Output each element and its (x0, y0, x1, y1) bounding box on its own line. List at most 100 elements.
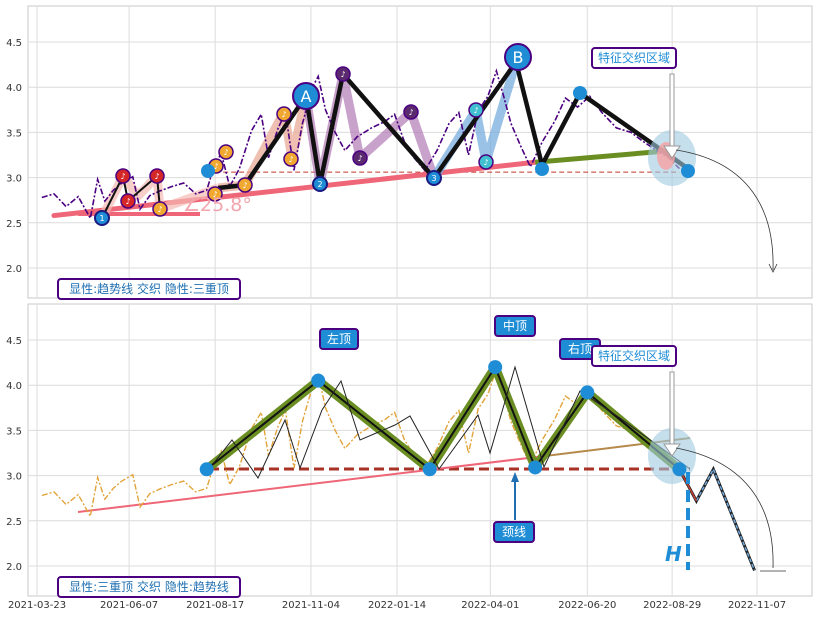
bot-projection-curve (675, 447, 774, 569)
top-note-glyph: ♪ (242, 181, 247, 190)
top-ytick-label: 3.5 (6, 128, 22, 139)
bot-ytick-label: 3.0 (6, 472, 22, 483)
top-ytick-label: 4.0 (6, 83, 22, 94)
top-wave-band (430, 60, 521, 181)
top-note-marker-orange (218, 144, 234, 160)
top-zone-arrow-shaft (669, 73, 675, 147)
bot-left-top-label: 左顶 (327, 331, 351, 346)
bot-ytick-label: 2.5 (6, 517, 22, 528)
top-note-marker-cyan (468, 102, 484, 118)
top-zone-arrow-head (663, 145, 681, 159)
bot-pattern-dot (422, 462, 437, 477)
top-peak-marker (504, 43, 532, 71)
top-wave-number: 3 (431, 174, 436, 183)
top-note-glyph: ♪ (120, 172, 125, 181)
top-pivot-dot (535, 162, 549, 176)
top-note-marker-orange (207, 186, 223, 202)
top-peak-marker (292, 82, 320, 110)
bot-pattern-dot (488, 360, 503, 375)
top-legend-label: 显性:趋势线 交织 隐性:三重顶 (69, 281, 229, 296)
top-ytick-label: 4.5 (6, 38, 22, 49)
top-note-marker-orange (237, 177, 253, 193)
xtick-label: 2022-01-14 (368, 600, 426, 611)
bot-price-line (41, 366, 680, 519)
top-note-glyph: ♪ (154, 172, 159, 181)
bot-pattern-dot (580, 385, 595, 400)
top-trend-line (51, 159, 538, 219)
xtick-label: 2021-03-23 (8, 600, 66, 611)
bot-zone-arrow-head (663, 443, 681, 457)
top-note-glyph: ♪ (288, 155, 293, 164)
top-price-line (41, 68, 680, 221)
xtick-label: 2021-08-17 (186, 600, 244, 611)
xtick-label: 2021-11-04 (282, 600, 340, 611)
top-wave-point (94, 210, 110, 226)
top-wave-point (426, 170, 442, 186)
xtick-label: 2021-06-07 (100, 600, 158, 611)
top-note-glyph: ♪ (408, 108, 413, 117)
bot-zone-arrow-shaft (669, 371, 675, 445)
top-note-marker (120, 193, 136, 209)
top-ytick-label: 2.0 (6, 264, 22, 275)
bot-ytick-label: 3.5 (6, 426, 22, 437)
bot-zone-label: 特征交织区域 (598, 348, 670, 363)
bot-middle-top-label: 中顶 (503, 318, 527, 333)
top-ytick-label: 2.5 (6, 219, 22, 230)
top-projection-arrowhead (768, 263, 778, 273)
top-wave-number: 2 (317, 180, 322, 189)
top-note-marker (115, 168, 131, 184)
top-wave-number: 1 (99, 214, 104, 223)
top-note-glyph: ♪ (213, 162, 218, 171)
top-wave-point (312, 176, 328, 192)
bot-ytick-label: 4.5 (6, 336, 22, 347)
top-note-glyph: ♪ (340, 70, 345, 79)
top-note-marker-cyan (478, 154, 494, 170)
top-note-glyph: ♪ (483, 158, 488, 167)
top-note-glyph: ♪ (473, 106, 478, 115)
top-peak-label: A (301, 87, 312, 106)
xtick-label: 2022-06-20 (558, 600, 616, 611)
top-note-glyph: ♪ (281, 110, 286, 119)
top-note-marker-orange (152, 201, 168, 217)
bot-pattern-dot (311, 373, 326, 388)
top-projection-curve (675, 149, 774, 271)
bot-price-detail (208, 365, 691, 480)
bot-ytick-label: 4.0 (6, 381, 22, 392)
top-pivot-dot (573, 86, 587, 100)
top-legend-box (57, 278, 241, 300)
xtick-label: 2022-11-07 (728, 600, 786, 611)
top-note-glyph: ♪ (125, 197, 130, 206)
top-note-marker-purple (335, 66, 351, 82)
bot-neckline-arrowhead (511, 472, 519, 482)
bot-projection-line (678, 467, 756, 571)
top-note-glyph: ♪ (223, 148, 228, 157)
top-note-marker (149, 168, 165, 184)
top-pivot-dot (681, 164, 695, 178)
bot-left-top-box (319, 328, 359, 350)
top-note-marker-purple (352, 150, 368, 166)
bot-zone-box (591, 345, 677, 367)
bot-trend-line (77, 455, 546, 513)
top-note-glyph: ♪ (357, 154, 362, 163)
top-zone-box (591, 47, 677, 69)
bot-pattern-dot (672, 462, 687, 477)
top-note-marker-orange (283, 151, 299, 167)
bot-right-top-label: 右顶 (568, 341, 592, 356)
top-zone-label: 特征交织区域 (598, 50, 670, 65)
top-note-glyph: ♪ (157, 205, 162, 214)
top-note-glyph: ♪ (212, 190, 217, 199)
top-pivot-dot (201, 164, 215, 178)
bot-height-label: H (665, 542, 682, 566)
bot-neckline-callout-label: 颈线 (502, 525, 526, 539)
xtick-label: 2022-04-01 (461, 600, 519, 611)
top-angle-label: ∠25.8° (183, 194, 252, 216)
bot-legend-box (57, 576, 241, 598)
bot-legend-label: 显性:三重顶 交织 隐性:趋势线 (69, 579, 229, 594)
top-note-marker-purple (403, 104, 419, 120)
bot-ytick-label: 2.0 (6, 562, 22, 573)
bot-pattern-dot (199, 462, 214, 477)
top-ytick-label: 3.0 (6, 174, 22, 185)
top-peak-label: B (513, 48, 524, 67)
xtick-label: 2022-08-29 (643, 600, 701, 611)
